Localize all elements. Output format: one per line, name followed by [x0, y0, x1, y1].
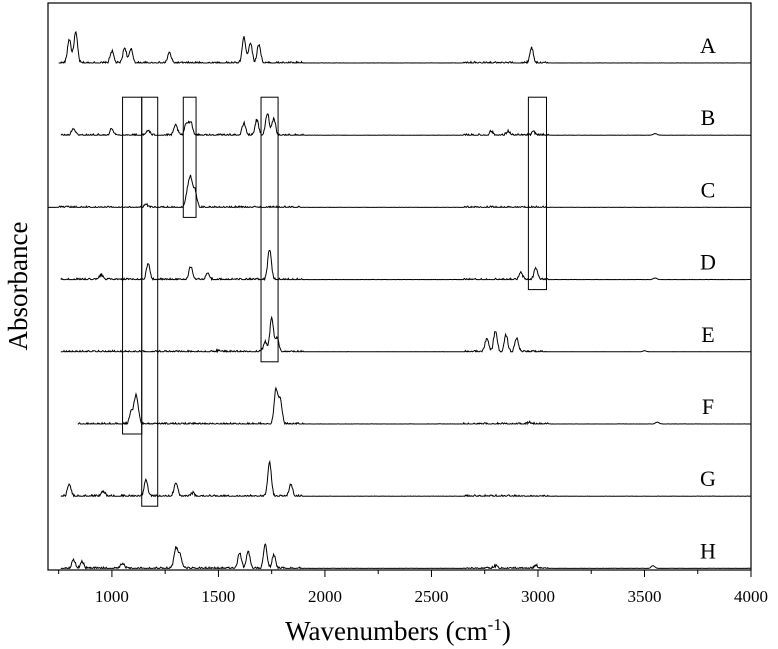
series-line-D [60, 249, 752, 282]
series-line-C [47, 174, 752, 209]
series-label-E: E [701, 322, 714, 347]
y-axis-title: Absorbance [3, 222, 33, 351]
highlight-box [141, 96, 159, 507]
highlight-box [182, 96, 197, 218]
highlight-box [122, 96, 143, 435]
series-label-G: G [700, 466, 716, 491]
series-line-F [77, 386, 751, 426]
plot-frame [47, 2, 752, 571]
series-line-G [60, 459, 752, 498]
x-tick-label: 1500 [201, 587, 235, 606]
highlight-box [260, 96, 279, 363]
highlight-boxes [122, 96, 547, 507]
x-tick-label: 2000 [308, 587, 342, 606]
x-tick-label: 2500 [414, 587, 448, 606]
series-labels: A B C D E F G H [700, 33, 716, 563]
series-label-H: H [700, 538, 716, 563]
x-tick-label: 3000 [521, 587, 555, 606]
highlight-box [527, 96, 547, 291]
series-label-B: B [701, 105, 716, 130]
series-line-E [60, 315, 752, 354]
series-line-B [60, 113, 751, 137]
series-label-A: A [700, 33, 716, 58]
x-axis-ticks [58, 570, 752, 577]
series-label-D: D [700, 250, 716, 275]
series-line-H [60, 543, 752, 570]
series-line-A [58, 30, 751, 65]
series-label-C: C [701, 177, 716, 202]
x-tick-label: 4000 [734, 587, 768, 606]
x-tick-label: 1000 [95, 587, 129, 606]
series-lines [47, 30, 752, 570]
series-label-F: F [702, 394, 714, 419]
x-axis-tick-labels: 1000 1500 2000 2500 3000 3500 4000 [95, 587, 768, 606]
x-tick-label: 3500 [627, 587, 661, 606]
x-axis-title: Wavenumbers (cm-1) [285, 615, 511, 646]
